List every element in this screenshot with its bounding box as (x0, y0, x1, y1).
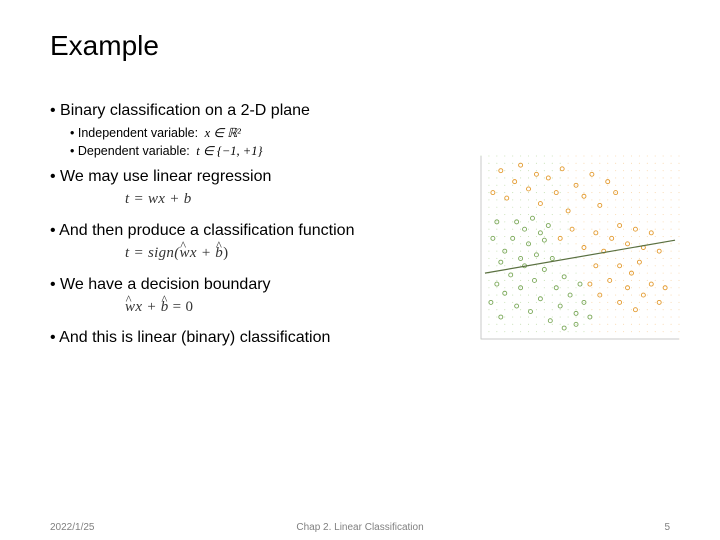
slide-title: Example (50, 30, 670, 62)
bullet-1: • Binary classification on a 2-D plane (50, 100, 670, 122)
bullet-1a: • Independent variable: x ∈ ℝ² (70, 124, 670, 142)
footer-chapter: Chap 2. Linear Classification (0, 522, 720, 533)
scatter-figure (475, 150, 685, 345)
footer-page: 5 (664, 522, 670, 533)
